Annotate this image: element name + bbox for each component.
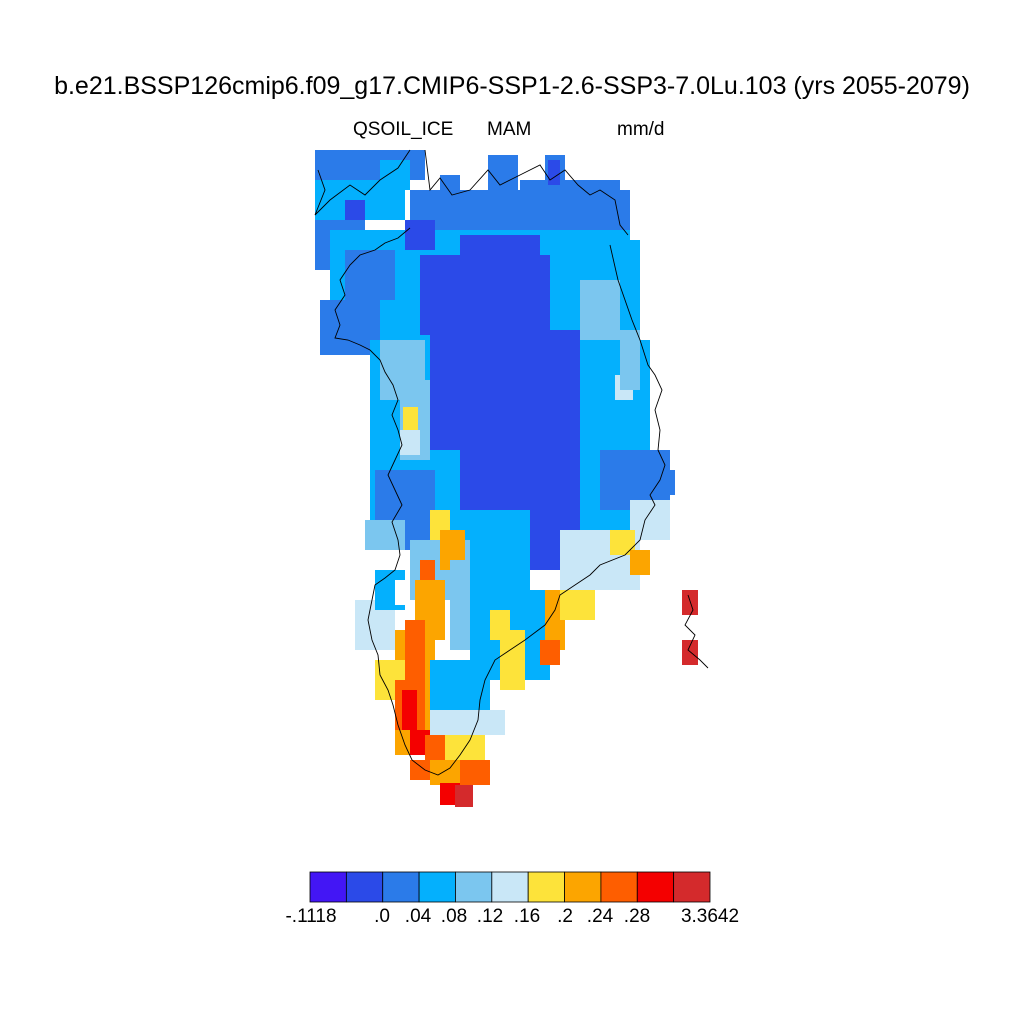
map-title: b.e21.BSSP126cmip6.f09_g17.CMIP6-SSP1-2.… — [54, 72, 970, 100]
colorbar-swatch — [673, 871, 711, 903]
colorbar-swatch — [491, 871, 529, 903]
season-label: MAM — [487, 119, 532, 140]
colorbar-swatch — [600, 871, 638, 903]
colorbar-swatch — [527, 871, 565, 903]
colorbar-swatch — [636, 871, 675, 903]
colorbar-swatch — [418, 871, 456, 903]
colorbar-tick-label: .16 — [513, 906, 541, 927]
colorbar-tick-label: .24 — [586, 906, 614, 927]
units-label: mm/d — [617, 119, 665, 140]
colorbar-tick-label: .08 — [440, 906, 468, 927]
colorbar-tick-label: .12 — [476, 906, 504, 927]
colorbar-tick-label: .04 — [404, 906, 432, 927]
colorbar-tick-label: .0 — [374, 906, 390, 927]
colorbar-swatch — [564, 871, 602, 903]
colorbar-tick-label: -.1118 — [285, 906, 337, 927]
coastline — [314, 149, 709, 776]
colorbar-swatch — [345, 871, 384, 903]
colorbar-swatch — [382, 871, 420, 903]
colorbar-tick-label: 3.3642 — [680, 906, 740, 927]
map-cells — [315, 150, 698, 807]
colorbar-tick-label: .2 — [557, 906, 573, 927]
colorbar-tick-label: .28 — [623, 906, 651, 927]
colorbar-swatch — [309, 871, 347, 903]
variable-label: QSOIL_ICE — [353, 119, 454, 140]
colorbar-swatch — [455, 871, 493, 903]
